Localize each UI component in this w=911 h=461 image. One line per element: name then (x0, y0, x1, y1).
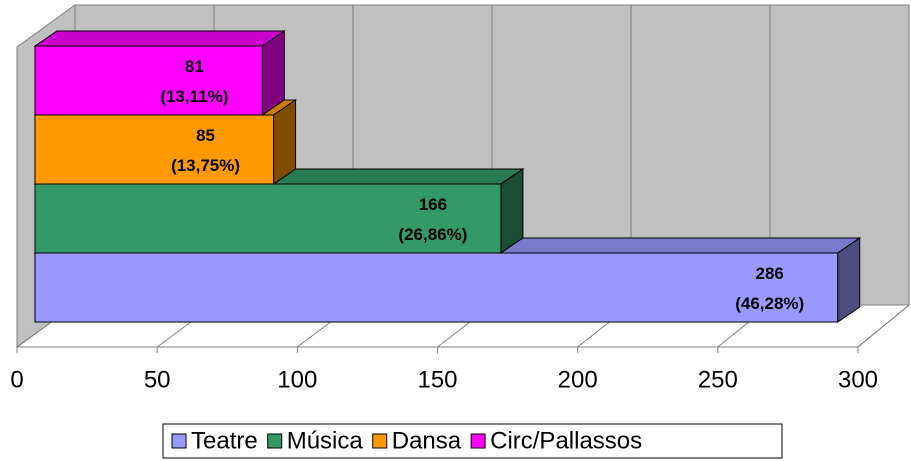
x-tick-label: 150 (417, 366, 457, 393)
data-label: 166 (26,86%) (398, 195, 467, 244)
data-label: 81 (13,11%) (160, 57, 228, 106)
legend-swatch (470, 433, 486, 449)
x-tick-label: 0 (10, 366, 23, 393)
legend-label: Dansa (392, 427, 462, 454)
bar-top (33, 30, 286, 47)
bar (34, 252, 839, 323)
legend-swatch (171, 433, 187, 449)
bar-side (837, 237, 861, 323)
bar-side (261, 30, 285, 116)
legend-label: Circ/Pallassos (490, 427, 642, 454)
bar (34, 45, 263, 116)
x-tick-label: 100 (277, 366, 317, 393)
legend-label: Teatre (191, 427, 258, 454)
bar (34, 183, 502, 254)
x-tick-label: 50 (144, 366, 171, 393)
data-label: 286 (46,28%) (735, 264, 804, 313)
x-tick-label: 200 (558, 366, 598, 393)
bar-side (273, 99, 297, 185)
legend-swatch (372, 433, 388, 449)
legend-label: Música (287, 427, 364, 454)
bar-side (500, 168, 524, 254)
floor-grid-line (857, 304, 910, 348)
legend-swatch (267, 433, 283, 449)
x-tick-label: 300 (838, 366, 878, 393)
data-label: 85 (13,75%) (171, 126, 240, 175)
x-tick-label: 250 (698, 366, 738, 393)
